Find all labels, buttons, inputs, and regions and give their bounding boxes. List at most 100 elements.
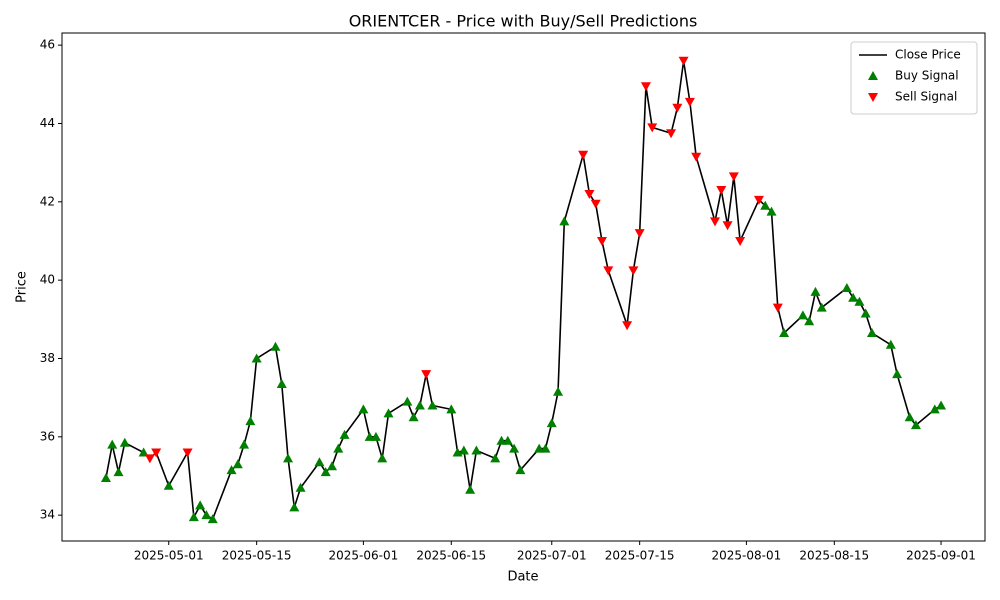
- signal-marker: [251, 353, 262, 363]
- signal-marker: [546, 418, 557, 428]
- signal-marker: [377, 453, 388, 463]
- x-tick-label: 2025-06-15: [416, 549, 486, 563]
- y-tick-label: 38: [40, 351, 55, 365]
- signal-marker: [245, 416, 256, 426]
- signal-marker: [239, 439, 250, 449]
- signal-marker: [458, 445, 469, 455]
- signal-marker: [666, 129, 677, 139]
- signal-marker: [207, 514, 218, 524]
- signal-marker: [509, 443, 520, 453]
- plot-frame: [61, 32, 986, 542]
- signal-marker: [885, 339, 896, 349]
- signal-marker: [490, 453, 501, 463]
- signal-marker: [113, 467, 124, 477]
- y-tick-label: 42: [40, 194, 55, 208]
- signal-marker: [584, 189, 595, 199]
- x-tick-label: 2025-07-15: [605, 549, 675, 563]
- signal-marker: [603, 266, 614, 276]
- signal-marker: [628, 266, 639, 276]
- signal-marker: [144, 454, 155, 464]
- signal-marker: [841, 282, 852, 292]
- signal-marker: [647, 123, 658, 133]
- signal-marker: [151, 448, 162, 458]
- y-tick-label: 46: [40, 38, 55, 52]
- signal-marker: [678, 56, 689, 66]
- signal-marker: [672, 103, 683, 113]
- signal-marker: [797, 310, 808, 320]
- signal-marker: [471, 445, 482, 455]
- x-tick-label: 2025-08-15: [799, 549, 869, 563]
- signal-marker: [232, 459, 243, 469]
- signal-marker: [364, 431, 375, 441]
- y-tick-label: 44: [40, 116, 55, 130]
- signal-marker: [370, 431, 381, 441]
- signal-marker: [515, 465, 526, 475]
- signal-marker: [295, 482, 306, 492]
- signal-marker: [596, 236, 607, 246]
- legend-box: [850, 41, 978, 115]
- signal-marker: [810, 286, 821, 296]
- signal-marker: [640, 82, 651, 92]
- signal-marker: [772, 303, 783, 313]
- signal-marker: [854, 296, 865, 306]
- signal-marker: [408, 412, 419, 422]
- y-axis-label: Price: [15, 271, 30, 303]
- signal-marker: [760, 200, 771, 210]
- signal-marker: [427, 400, 438, 410]
- signal-marker: [684, 97, 695, 107]
- signal-marker: [735, 236, 746, 246]
- x-tick-label: 2025-08-01: [712, 549, 782, 563]
- signal-marker: [270, 341, 281, 351]
- signal-marker: [188, 512, 199, 522]
- signal-marker: [383, 408, 394, 418]
- x-tick-label: 2025-05-01: [134, 549, 204, 563]
- legend-label: Sell Signal: [895, 90, 957, 104]
- signal-marker: [276, 378, 287, 388]
- y-tick-label: 36: [40, 429, 55, 443]
- signal-marker: [138, 447, 149, 457]
- signal-marker: [465, 484, 476, 494]
- signal-marker: [892, 369, 903, 379]
- signal-marker: [496, 435, 507, 445]
- signal-marker: [728, 172, 739, 182]
- signal-marker: [710, 217, 721, 227]
- signal-marker: [320, 467, 331, 477]
- signal-marker: [163, 480, 174, 490]
- legend-marker: [868, 93, 878, 102]
- signal-marker: [848, 292, 859, 302]
- x-axis-label: Date: [507, 570, 538, 585]
- signal-marker: [779, 328, 790, 338]
- signal-marker: [339, 429, 350, 439]
- signal-marker: [358, 404, 369, 414]
- signal-marker: [119, 437, 130, 447]
- signal-marker: [421, 370, 432, 380]
- legend-label: Buy Signal: [895, 69, 959, 83]
- signal-marker: [333, 443, 344, 453]
- signal-marker: [201, 510, 212, 520]
- signal-marker: [289, 502, 300, 512]
- signal-marker: [100, 472, 111, 482]
- signal-marker: [816, 302, 827, 312]
- signal-marker: [753, 195, 764, 205]
- signal-marker: [446, 404, 457, 414]
- signal-marker: [502, 435, 513, 445]
- signal-marker: [553, 386, 564, 396]
- signal-marker: [578, 150, 589, 160]
- y-tick-label: 40: [40, 273, 55, 287]
- signal-marker: [402, 396, 413, 406]
- signal-marker: [804, 316, 815, 326]
- signal-marker: [910, 420, 921, 430]
- signal-marker: [936, 400, 947, 410]
- signal-marker: [929, 404, 940, 414]
- signal-marker: [860, 308, 871, 318]
- signal-marker: [634, 229, 645, 239]
- x-tick-label: 2025-07-01: [517, 549, 587, 563]
- signal-marker: [195, 500, 206, 510]
- x-tick-label: 2025-09-01: [906, 549, 976, 563]
- signal-marker: [283, 453, 294, 463]
- signal-marker: [534, 443, 545, 453]
- signal-marker: [226, 465, 237, 475]
- x-tick-label: 2025-05-15: [222, 549, 292, 563]
